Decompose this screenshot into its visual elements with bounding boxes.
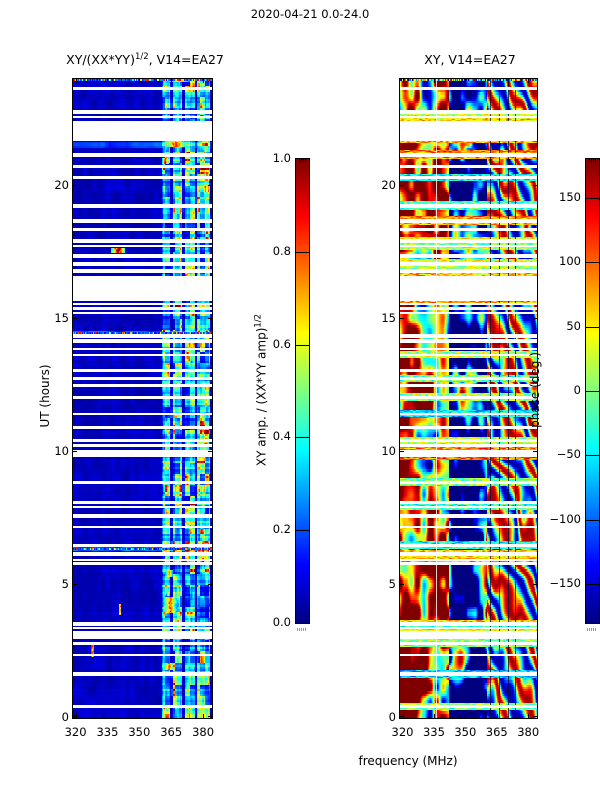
colorbar-tick-label: 0.2 [272,522,291,537]
amp-colorbar-canvas [295,158,310,624]
colorbar-tick-label: 100 [559,254,581,269]
y-tick-label: 15 [381,310,396,325]
phase-panel-title: XY, V14=EA27 [424,52,516,67]
y-tick-label: 0 [61,710,69,724]
colorbar-tick-label: −50 [556,447,581,462]
amp-colorbar-minor-marks [297,628,306,631]
y-tick-label: 0 [388,710,396,724]
y-tick-label: 10 [54,443,69,458]
x-tick-label: 350 [454,725,477,739]
colorbar-tick-label: −150 [549,576,581,591]
figure-title: 2020-04-21 0.0-24.0 [250,7,370,21]
x-tick-label: 365 [485,725,508,739]
amp-title-rest: , V14=EA27 [148,52,224,68]
colorbar-tick-label: 0.6 [272,336,291,351]
y-tick-label: 5 [388,576,396,591]
amp-title-base: XY/(XX*YY) [66,52,135,68]
y-tick-label: 20 [381,177,396,192]
amp-colorbar-label-superscript: 1/2 [253,313,264,328]
phase-colorbar-canvas [585,158,600,624]
colorbar-tick-label: −100 [549,511,581,526]
colorbar-tick-label: 1.0 [272,151,291,165]
x-tick-label: 320 [64,725,87,739]
y-tick-label: 10 [381,443,396,458]
colorbar-tick-label: 0.0 [272,615,291,629]
x-tick-label: 365 [160,725,183,739]
x-tick-label: 320 [391,725,414,739]
colorbar-tick-label: 0.8 [272,243,291,258]
y-tick-label: 15 [54,310,69,325]
x-tick-label: 335 [96,725,119,739]
colorbar-tick-label: 0 [573,383,581,397]
x-tick-label: 350 [128,725,151,739]
y-tick-label: 5 [61,576,69,591]
amp-heatmap-canvas [72,78,213,719]
x-tick-label: 380 [517,725,540,739]
colorbar-tick-label: 150 [559,189,581,204]
amp-title-superscript: 1/2 [134,52,149,62]
phase-colorbar-minor-marks [587,628,596,631]
y-tick-label: 20 [54,177,69,192]
x-tick-label: 335 [422,725,445,739]
phase-heatmap-canvas [399,78,538,719]
amp-panel-title: XY/(XX*YY)1/2, V14=EA27 [66,52,224,67]
x-tick-label: 380 [192,725,215,739]
colorbar-tick-label: 50 [566,318,581,333]
frequency-axis-label: frequency (MHz) [358,754,458,768]
colorbar-tick-label: 0.4 [272,429,291,444]
ut-axis-label: UT (hours) [38,364,52,428]
phase-colorbar-label: phase (deg.) [528,352,542,428]
